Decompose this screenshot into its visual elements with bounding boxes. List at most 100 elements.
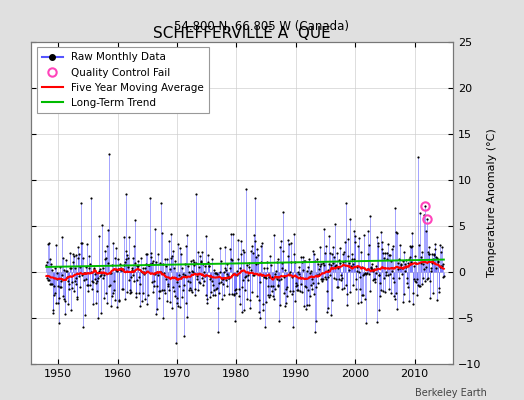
- Point: [176, 272, 184, 278]
- Point: [59, 255, 67, 261]
- Point: [314, 280, 322, 286]
- Point: [71, 264, 79, 271]
- Point: [418, 281, 426, 287]
- Point: [171, 293, 179, 299]
- Point: [274, 282, 282, 288]
- Point: [343, 291, 351, 298]
- Point: [124, 263, 132, 270]
- Point: [188, 268, 196, 274]
- Point: [152, 259, 160, 266]
- Point: [46, 256, 54, 262]
- Point: [101, 256, 110, 262]
- Point: [187, 287, 195, 293]
- Point: [71, 252, 80, 258]
- Point: [79, 324, 87, 331]
- Point: [44, 276, 52, 283]
- Point: [93, 278, 101, 284]
- Point: [221, 277, 230, 284]
- Point: [116, 266, 124, 272]
- Point: [186, 285, 194, 291]
- Point: [74, 244, 83, 250]
- Point: [419, 261, 427, 267]
- Point: [330, 254, 339, 260]
- Point: [326, 250, 335, 256]
- Point: [113, 304, 121, 310]
- Point: [319, 276, 328, 282]
- Point: [112, 267, 120, 273]
- Point: [252, 254, 260, 260]
- Point: [335, 257, 344, 263]
- Point: [324, 267, 333, 273]
- Point: [384, 241, 392, 247]
- Point: [329, 244, 337, 250]
- Point: [401, 268, 409, 274]
- Point: [115, 298, 123, 305]
- Point: [324, 274, 332, 280]
- Point: [222, 267, 230, 273]
- Point: [342, 200, 350, 206]
- Point: [56, 284, 64, 290]
- Point: [318, 278, 326, 284]
- Point: [96, 310, 105, 316]
- Point: [234, 237, 242, 243]
- Point: [357, 264, 366, 270]
- Point: [166, 266, 174, 272]
- Point: [169, 248, 177, 255]
- Point: [276, 244, 285, 250]
- Point: [392, 228, 400, 235]
- Point: [171, 275, 180, 282]
- Point: [176, 245, 184, 252]
- Point: [138, 298, 146, 304]
- Point: [229, 271, 237, 278]
- Point: [439, 274, 447, 280]
- Point: [58, 272, 67, 278]
- Point: [95, 268, 103, 274]
- Point: [229, 230, 237, 237]
- Point: [84, 281, 93, 288]
- Point: [129, 255, 137, 262]
- Point: [197, 258, 205, 265]
- Point: [191, 286, 200, 292]
- Point: [299, 267, 307, 274]
- Point: [337, 272, 345, 278]
- Point: [252, 260, 260, 267]
- Point: [193, 275, 201, 282]
- Point: [157, 200, 166, 206]
- Point: [125, 277, 134, 283]
- Point: [189, 268, 198, 275]
- Point: [359, 231, 368, 238]
- Point: [113, 268, 121, 274]
- Point: [49, 310, 57, 317]
- Point: [136, 281, 145, 288]
- Point: [54, 319, 63, 326]
- Point: [385, 252, 394, 258]
- Point: [387, 290, 396, 296]
- Point: [123, 288, 131, 295]
- Point: [127, 288, 135, 295]
- Point: [351, 238, 359, 245]
- Point: [145, 262, 153, 269]
- Point: [306, 293, 314, 299]
- Point: [284, 252, 292, 259]
- Point: [85, 264, 94, 271]
- Point: [361, 296, 369, 302]
- Point: [75, 251, 84, 257]
- Point: [378, 246, 386, 252]
- Point: [240, 306, 248, 313]
- Point: [348, 261, 357, 268]
- Point: [424, 250, 433, 257]
- Point: [97, 270, 106, 276]
- Point: [174, 241, 182, 248]
- Point: [45, 276, 53, 283]
- Point: [137, 268, 146, 274]
- Point: [289, 324, 298, 330]
- Point: [398, 271, 406, 278]
- Point: [362, 320, 370, 326]
- Point: [50, 265, 59, 272]
- Point: [92, 300, 100, 306]
- Point: [196, 258, 205, 265]
- Point: [119, 234, 128, 240]
- Point: [107, 270, 115, 276]
- Point: [268, 293, 277, 299]
- Point: [91, 271, 99, 278]
